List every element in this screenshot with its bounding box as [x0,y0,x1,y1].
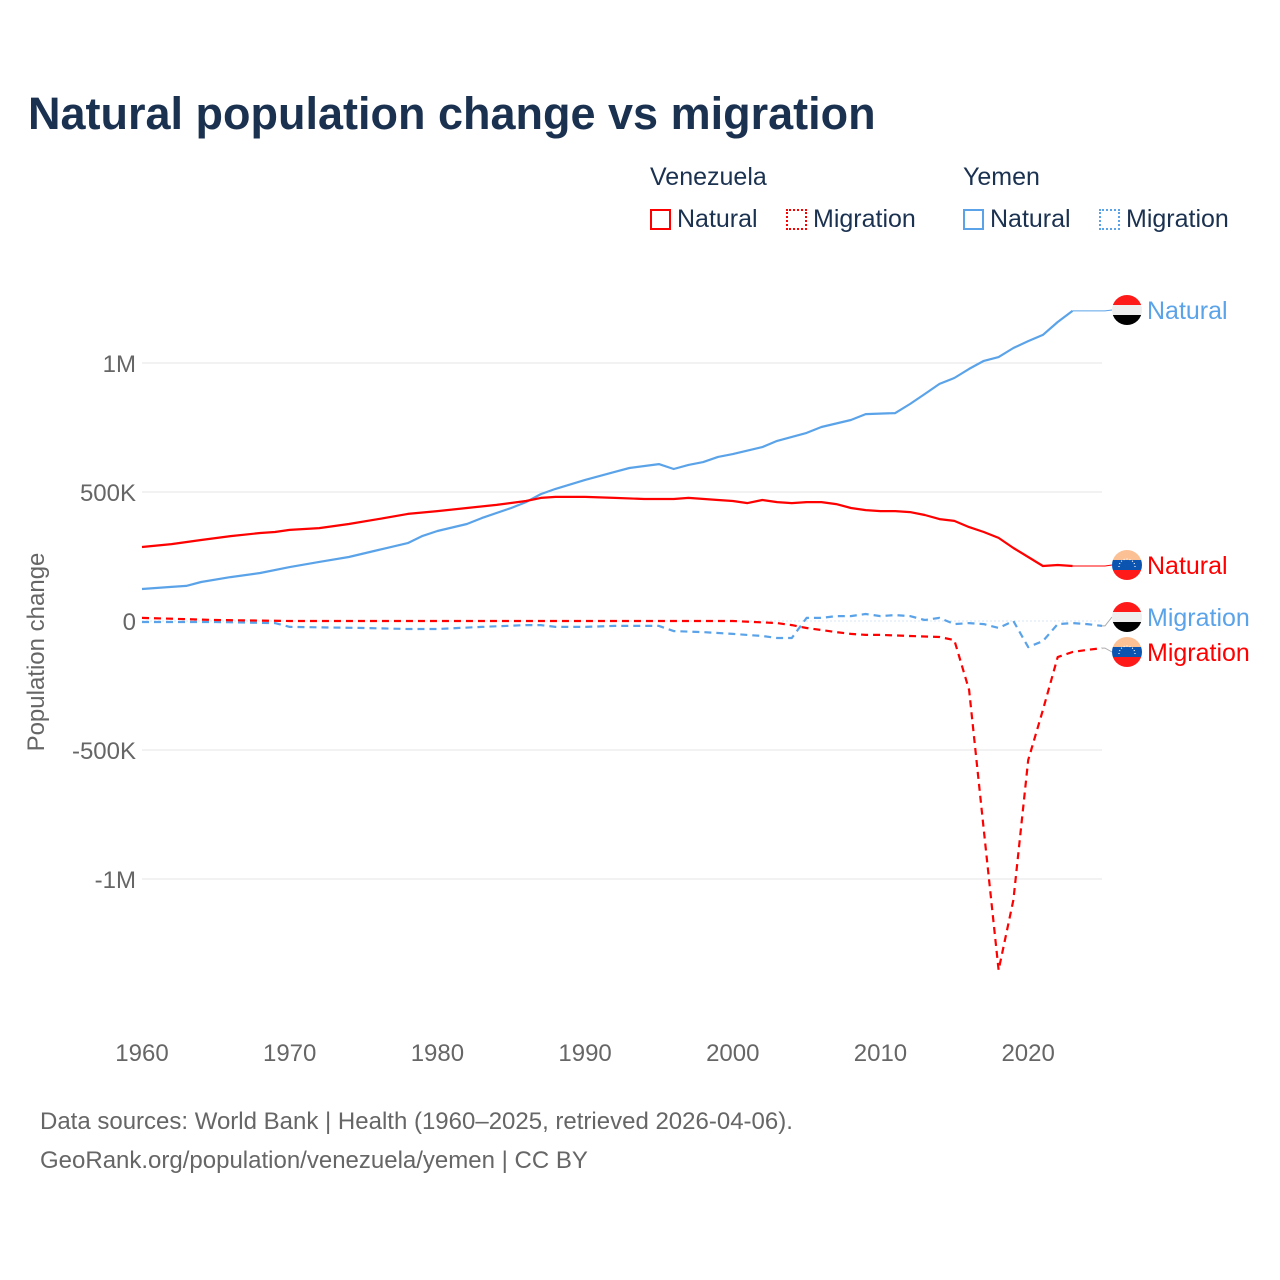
legend-label: Natural [990,205,1071,233]
venezuela-flag-icon [1112,550,1142,580]
series-end-label: Migration [1147,604,1250,632]
series-line-yemen-migration[interactable] [142,612,1103,649]
x-tick-label: 2020 [1001,1040,1054,1067]
legend-group-venezuela: Venezuela [650,163,767,191]
y-tick-label: 1M [103,351,136,378]
y-tick-label: -1M [95,867,136,894]
footer-sources: Data sources: World Bank | Health (1960–… [40,1108,793,1135]
label-connector [1072,564,1113,567]
x-tick-label: 2000 [706,1040,759,1067]
x-tick-label: 1960 [115,1040,168,1067]
label-connector [1102,616,1113,627]
x-tick-label: 1970 [263,1040,316,1067]
y-tick-label: -500K [72,738,136,765]
legend-swatch-dotted [786,209,807,230]
y-tick-label: 0 [123,609,136,636]
label-connector [1072,309,1113,312]
series-line-venezuela-migration[interactable] [141,616,1103,972]
series-line-venezuela-natural[interactable] [141,495,1073,568]
y-tick-label: 500K [80,480,136,507]
series-end-label: Natural [1147,297,1228,325]
legend-label: Migration [1126,205,1229,233]
label-connector [1102,647,1113,653]
series-end-label: Migration [1147,639,1250,667]
yemen-flag-icon [1112,295,1142,325]
legend-swatch-solid [650,209,671,230]
legend-yemen-natural[interactable]: Natural [963,205,1071,234]
venezuela-flag-icon [1112,637,1142,667]
footer-link[interactable]: GeoRank.org/population/venezuela/yemen |… [40,1147,588,1174]
chart-title: Natural population change vs migration [28,88,876,139]
legend-venezuela-natural[interactable]: Natural [650,205,758,234]
legend-group-yemen: Yemen [963,163,1040,191]
legend-label: Migration [813,205,916,233]
legend-yemen-migration[interactable]: Migration [1099,205,1229,234]
legend-venezuela-migration[interactable]: Migration [786,205,916,234]
series-line-yemen-natural[interactable] [141,310,1074,591]
yemen-flag-icon [1112,602,1142,632]
x-tick-label: 1990 [558,1040,611,1067]
legend-label: Natural [677,205,758,233]
y-axis-label: Population change [23,553,50,752]
legend-swatch-dotted [1099,209,1120,230]
legend-swatch-solid [963,209,984,230]
x-tick-label: 1980 [411,1040,464,1067]
series-end-label: Natural [1147,552,1228,580]
x-tick-label: 2010 [854,1040,907,1067]
